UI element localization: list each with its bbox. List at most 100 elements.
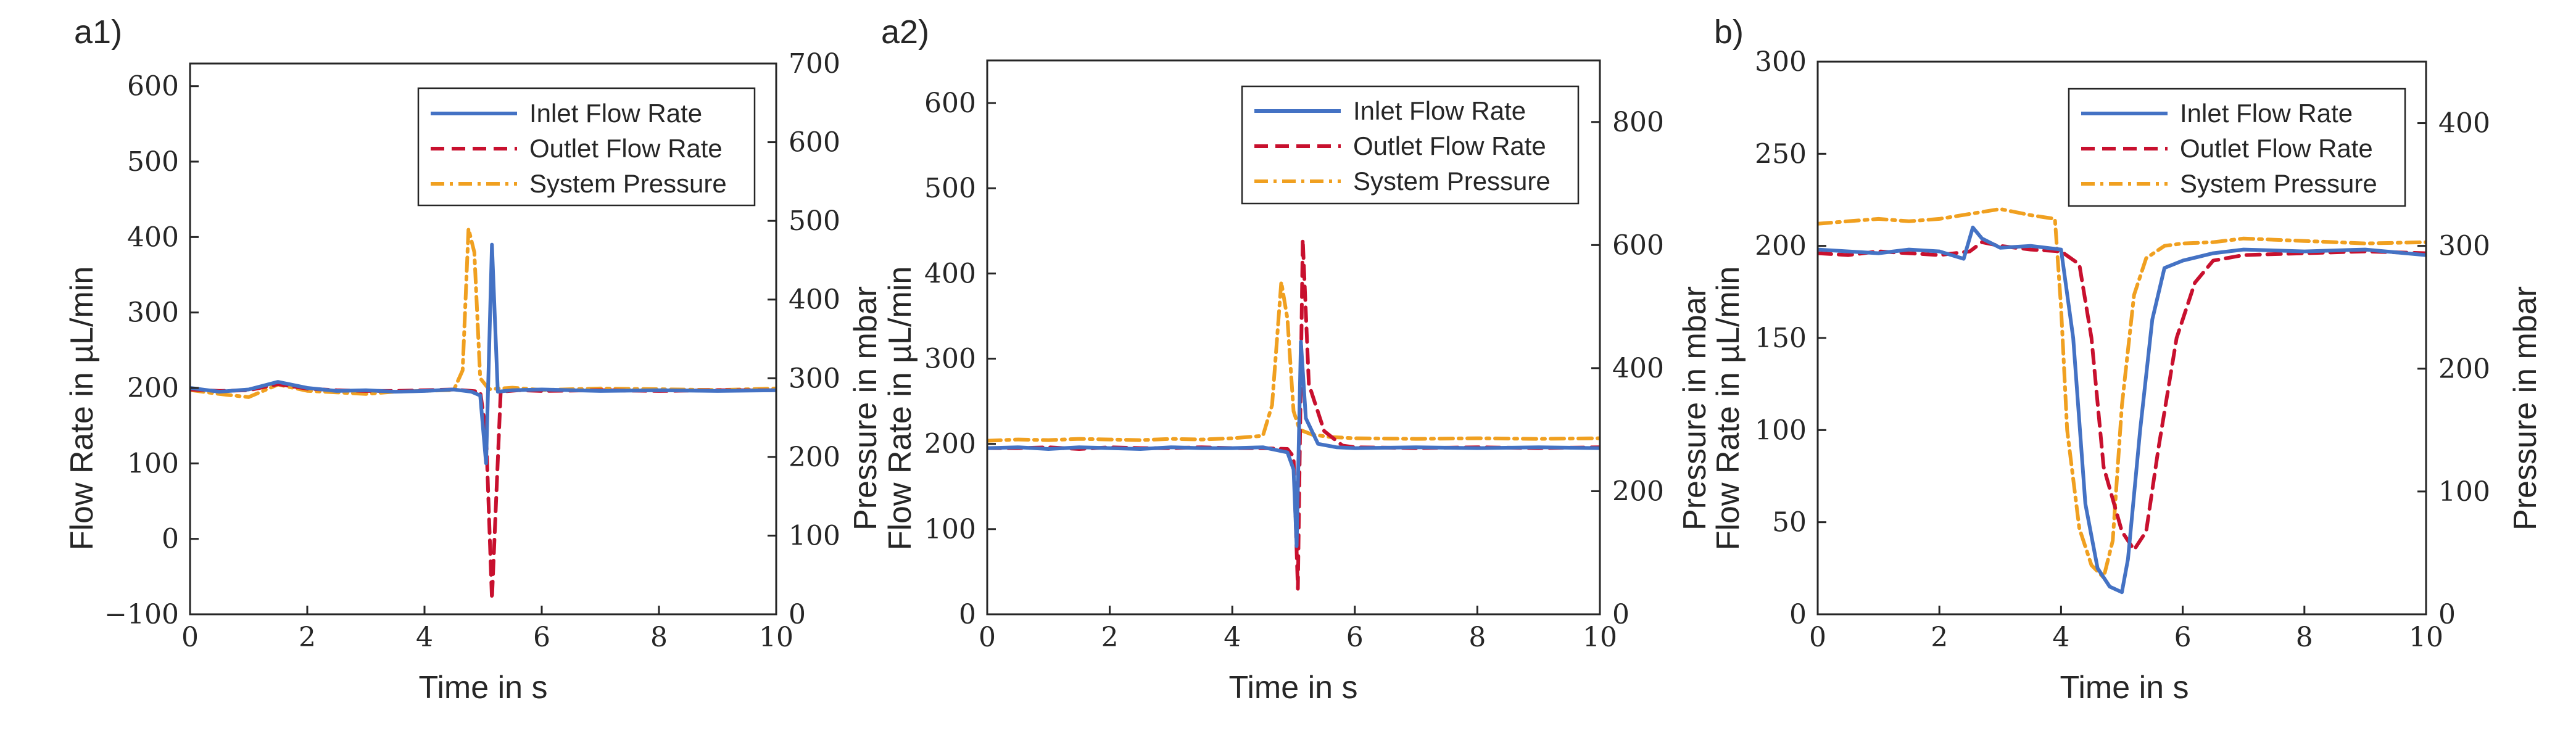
y-left-ticks: 0 100 200 300 400 500 600 xyxy=(924,88,996,630)
series-layer xyxy=(987,237,1600,591)
chart-panel-a1: a1) Flow Rate in µL/min Pressure in mbar… xyxy=(64,14,884,706)
legend-label-inlet: Inlet Flow Rate xyxy=(1353,96,1526,125)
y-right-tick-label: 200 xyxy=(2438,353,2490,385)
series-line-pressure xyxy=(190,226,776,399)
series-layer xyxy=(1818,207,2426,595)
x-tick-label: 6 xyxy=(533,622,550,653)
legend-label-inlet: Inlet Flow Rate xyxy=(529,99,702,128)
y-right-tick-label: 500 xyxy=(789,205,840,237)
legend-label-outlet: Outlet Flow Rate xyxy=(529,134,723,163)
legend: Inlet Flow Rate Outlet Flow Rate System … xyxy=(2068,88,2406,207)
x-tick-label: 2 xyxy=(299,622,316,653)
y-right-tick-label: 100 xyxy=(2438,476,2490,508)
plot-frame xyxy=(986,59,1601,616)
panel-label: a2) xyxy=(881,14,929,51)
legend-label-inlet: Inlet Flow Rate xyxy=(2180,99,2353,128)
y-left-tick-label: 100 xyxy=(127,448,179,479)
y-left-tick-label: 0 xyxy=(162,524,179,555)
series-line-inlet xyxy=(987,339,1600,548)
y-right-tick-label: 400 xyxy=(2438,108,2490,139)
x-tick-label: 2 xyxy=(1101,622,1119,653)
y-left-tick-label: 0 xyxy=(1789,599,1807,630)
y-left-tick-label: 300 xyxy=(1755,46,1807,78)
y-right-tick-label: 600 xyxy=(1612,229,1664,261)
x-tick-label: 0 xyxy=(1809,622,1826,653)
y-axis-left-title: Flow Rate in µL/min xyxy=(64,266,100,551)
x-axis-title: Time in s xyxy=(419,670,548,706)
y-left-tick-label: 250 xyxy=(1755,138,1807,170)
y-right-tick-label: 600 xyxy=(789,127,840,159)
y-right-tick-label: 0 xyxy=(2438,599,2456,630)
series-line-inlet xyxy=(1818,225,2426,595)
y-axis-right-title: Pressure in mbar xyxy=(1677,286,1713,530)
y-right-tick-label: 700 xyxy=(789,48,840,80)
x-tick-label: 8 xyxy=(1468,622,1486,653)
x-tick-label: 8 xyxy=(650,622,668,653)
series-line-pressure xyxy=(1818,207,2426,580)
y-axis-right-title: Pressure in mbar xyxy=(2508,286,2543,530)
legend-label-pressure: System Pressure xyxy=(1353,167,1551,196)
y-left-tick-label: 100 xyxy=(1755,414,1807,446)
legend-box xyxy=(417,87,756,207)
y-axis-left-title: Flow Rate in µL/min xyxy=(1710,266,1746,551)
y-left-tick-label: 200 xyxy=(127,373,179,404)
series-line-inlet xyxy=(190,242,776,466)
panel-label: b) xyxy=(1714,14,1744,51)
y-left-tick-label: −100 xyxy=(104,599,179,630)
panel-label: a1) xyxy=(74,14,122,51)
chart-panel-b: b) Flow Rate in µL/min Pressure in mbar … xyxy=(1710,14,2543,706)
y-axis-right-title: Pressure in mbar xyxy=(848,286,884,530)
y-right-ticks: 0 200 400 600 800 xyxy=(1591,107,1664,630)
chart-panel-a2: a2) Flow Rate in µL/min Pressure in mbar… xyxy=(881,14,1713,706)
legend-label-outlet: Outlet Flow Rate xyxy=(1353,131,1546,160)
y-left-tick-label: 300 xyxy=(924,344,976,375)
y-left-tick-label: 100 xyxy=(924,514,976,545)
y-left-tick-label: 200 xyxy=(924,429,976,460)
y-left-tick-label: 500 xyxy=(127,146,179,178)
x-tick-label: 8 xyxy=(2296,622,2313,653)
y-right-tick-label: 800 xyxy=(1612,107,1664,138)
plot-frame xyxy=(189,62,777,616)
y-right-tick-label: 100 xyxy=(789,520,840,551)
y-right-ticks: 0 100 200 300 400 xyxy=(2417,108,2490,630)
x-axis-title: Time in s xyxy=(2060,670,2189,706)
y-right-tick-label: 200 xyxy=(789,442,840,473)
x-tick-label: 10 xyxy=(1583,622,1617,653)
x-tick-label: 0 xyxy=(181,622,199,653)
series-line-pressure xyxy=(987,280,1600,443)
x-tick-label: 2 xyxy=(1931,622,1948,653)
x-tick-label: 10 xyxy=(759,622,793,653)
y-axis-left-title: Flow Rate in µL/min xyxy=(882,266,918,551)
series-layer xyxy=(190,226,776,601)
x-tick-label: 4 xyxy=(1224,622,1241,653)
y-right-tick-label: 0 xyxy=(789,599,806,630)
y-left-tick-label: 400 xyxy=(924,258,976,289)
y-right-tick-label: 200 xyxy=(1612,476,1664,507)
x-tick-label: 6 xyxy=(1346,622,1364,653)
x-ticks: 0 2 4 6 8 10 xyxy=(1809,606,2443,653)
y-left-tick-label: 200 xyxy=(1755,231,1807,262)
legend-label-outlet: Outlet Flow Rate xyxy=(2180,134,2373,163)
y-right-tick-label: 300 xyxy=(2438,231,2490,262)
y-left-tick-label: 0 xyxy=(959,599,976,630)
legend-label-pressure: System Pressure xyxy=(2180,169,2377,198)
y-left-tick-label: 50 xyxy=(1772,507,1807,538)
y-left-ticks: −100 0 100 200 300 400 500 600 xyxy=(104,71,199,630)
y-right-ticks: 0 100 200 300 400 500 600 700 xyxy=(768,48,840,630)
legend: Inlet Flow Rate Outlet Flow Rate System … xyxy=(1241,85,1580,205)
y-right-tick-label: 0 xyxy=(1612,599,1630,630)
y-left-ticks: 0 50 100 150 200 250 300 xyxy=(1755,46,1826,630)
y-left-tick-label: 600 xyxy=(127,71,179,102)
y-right-tick-label: 400 xyxy=(789,284,840,316)
x-ticks: 0 2 4 6 8 10 xyxy=(979,606,1617,653)
x-tick-label: 0 xyxy=(979,622,996,653)
y-left-tick-label: 500 xyxy=(924,173,976,204)
x-tick-label: 6 xyxy=(2174,622,2192,653)
x-tick-label: 10 xyxy=(2409,622,2443,653)
x-tick-label: 4 xyxy=(2052,622,2069,653)
x-axis-title: Time in s xyxy=(1229,670,1358,706)
y-right-tick-label: 300 xyxy=(789,363,840,394)
legend: Inlet Flow Rate Outlet Flow Rate System … xyxy=(417,87,756,207)
series-line-outlet xyxy=(1818,240,2426,552)
